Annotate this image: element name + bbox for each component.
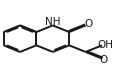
Text: O: O — [84, 19, 93, 29]
Text: NH: NH — [45, 17, 61, 27]
Text: O: O — [99, 55, 107, 65]
Text: OH: OH — [97, 40, 113, 50]
